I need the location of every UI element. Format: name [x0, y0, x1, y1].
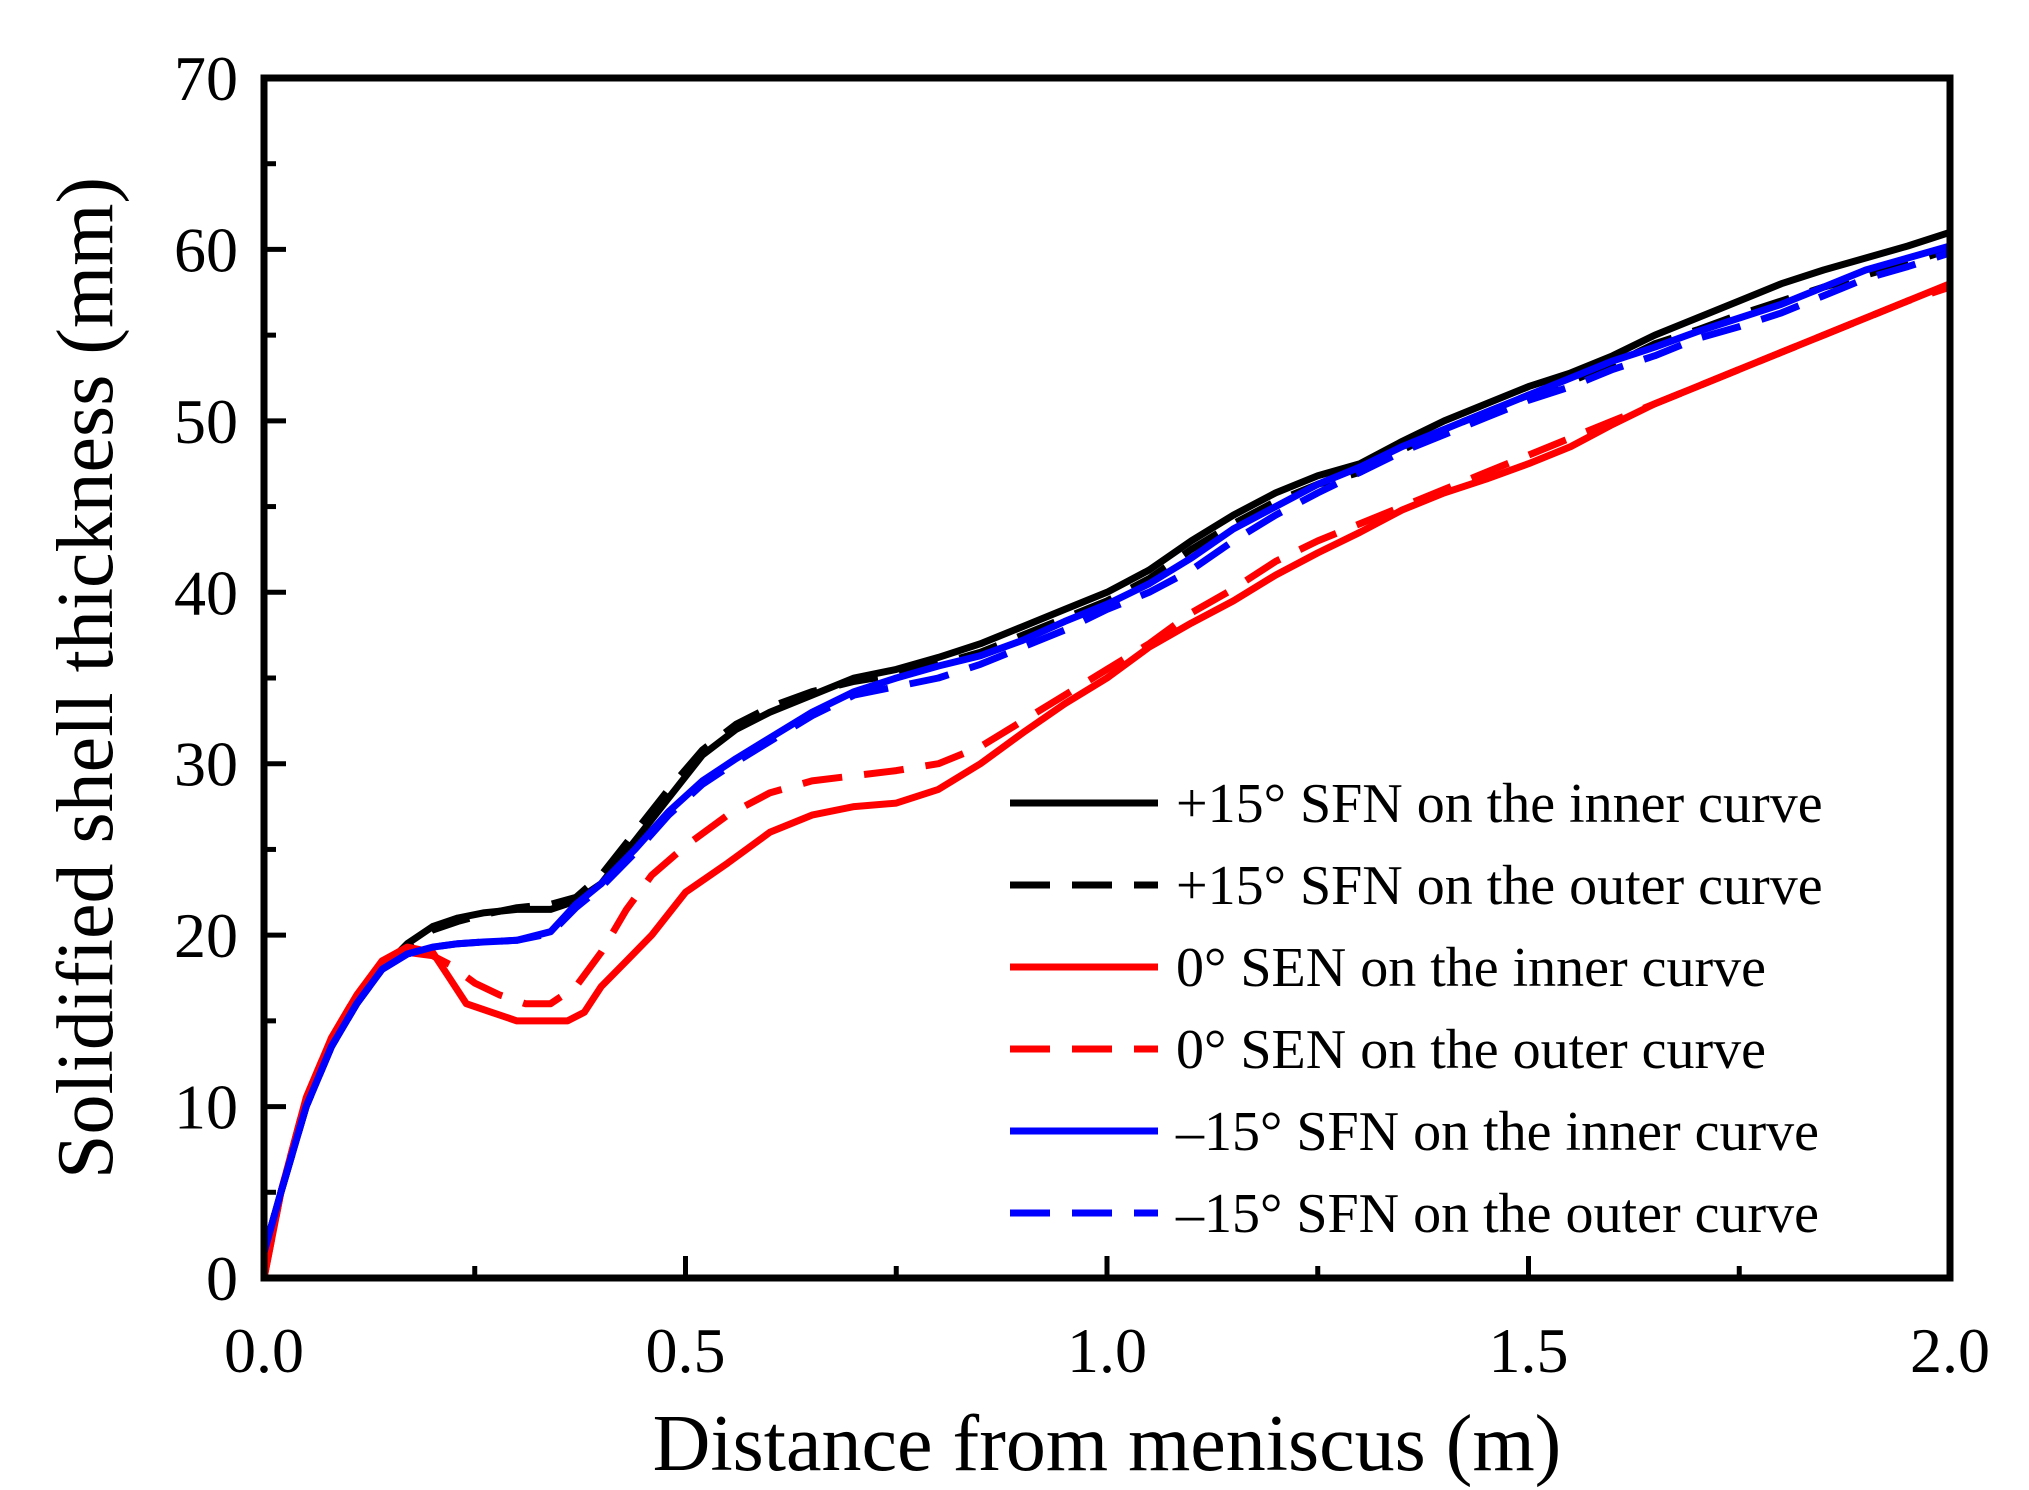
x-tick-label: 1.0 [1067, 1315, 1147, 1386]
tick-label-layer: 0.0 0.5 1.0 1.5 2.0 0 10 20 30 40 50 60 70 [174, 43, 1990, 1386]
y-tick-label: 70 [174, 43, 238, 114]
y-tick-label: 20 [174, 900, 238, 971]
y-tick-label: 40 [174, 557, 238, 628]
x-tick-label: 0.5 [646, 1315, 726, 1386]
tick-layer [261, 75, 1953, 1281]
series-line-6 [260, 249, 1952, 1254]
x-tick-label: 0.0 [224, 1315, 304, 1386]
y-tick-label: 30 [174, 729, 238, 800]
y-axis-title: Solidified shell thickness (mm) [42, 177, 130, 1179]
y-tick-label: 50 [174, 386, 238, 457]
series-line-4 [260, 283, 1952, 1279]
y-tick-label: 60 [174, 214, 238, 285]
legend-label-3: 0° SEN on the inner curve [1176, 937, 1766, 999]
series-layer [260, 228, 1952, 1279]
legend-label-6: –15° SFN on the outer curve [1175, 1183, 1819, 1245]
x-tick-label: 2.0 [1910, 1315, 1990, 1386]
y-tick-label: 0 [206, 1243, 238, 1314]
legend-label-5: –15° SFN on the inner curve [1175, 1101, 1819, 1163]
x-tick-label: 1.5 [1489, 1315, 1569, 1386]
x-axis-title: Distance from meniscus (m) [653, 1400, 1562, 1488]
legend-label-1: +15° SFN on the inner curve [1176, 773, 1823, 835]
y-tick-label: 10 [174, 1072, 238, 1143]
legend-label-2: +15° SFN on the outer curve [1176, 855, 1823, 917]
legend-label-4: 0° SEN on the outer curve [1176, 1019, 1766, 1081]
legend: +15° SFN on the inner curve +15° SFN on t… [1010, 773, 1823, 1245]
